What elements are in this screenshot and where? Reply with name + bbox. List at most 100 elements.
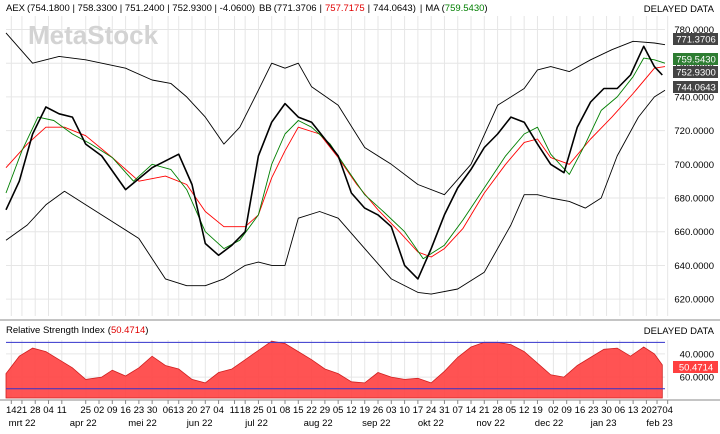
x-day-label: 10 [399, 405, 410, 416]
x-day-label: 27 [200, 405, 211, 416]
x-day-label: 31 [439, 405, 450, 416]
x-day-label: 13 [173, 405, 184, 416]
header-symbol: AEX [6, 3, 26, 14]
x-day-label: 14 [6, 405, 17, 416]
tag-bb-lower: 744.0643 [673, 81, 718, 94]
rsi-panel: 60.0000 40.0000 Relative Strength Index (5… [5, 325, 718, 399]
x-day-label: 16 [120, 405, 131, 416]
rsi-title: Relative Strength Index [6, 325, 105, 336]
x-month-label: mrt 22 [9, 418, 36, 429]
price-header: AEX (754.1800 | 758.3300 | 751.2400 | 752… [6, 3, 715, 15]
x-day-label: 04 [43, 405, 54, 416]
x-day-label: 23 [588, 405, 599, 416]
x-day-label: 12 [519, 405, 530, 416]
x-day-label: 11 [230, 405, 240, 416]
x-month-label: dec 22 [535, 418, 564, 429]
watermark: MetaStock [28, 20, 159, 50]
x-day-label: 07 [452, 405, 463, 416]
x-day-label: 30 [601, 405, 612, 416]
x-day-labels: 14 21 28 04 11 25 02 09 16 23 30 06 13 20 27 04 11 18 25 01… [6, 400, 673, 416]
x-day-label: 20 [187, 405, 198, 416]
rsi-levels [6, 341, 665, 390]
price-tick-label: 660.0000 [674, 227, 714, 238]
x-day-label: 25 [80, 405, 91, 416]
bb-upper-line [5, 32, 666, 196]
price-tick-label: 620.0000 [674, 295, 714, 306]
x-day-label: 17 [413, 405, 424, 416]
svg-text:AEX(754.1800 | 758.3300 | 751.: AEX (754.1800 | 758.3300 | 751.2400 | 752… [6, 3, 488, 14]
x-day-label: 28 [492, 405, 503, 416]
x-day-label: 26 [373, 405, 384, 416]
x-day-label: 16 [575, 405, 586, 416]
bb-lower-line [5, 89, 666, 295]
x-month-label: mei 22 [128, 418, 157, 429]
x-day-label: 02 [94, 405, 105, 416]
x-day-label: 05 [333, 405, 344, 416]
price-lines [5, 32, 666, 295]
x-month-label: apr 22 [70, 418, 97, 429]
tag-close: 752.9300 [673, 66, 718, 79]
x-day-label: 12 [346, 405, 357, 416]
x-month-labels: mrt 22 apr 22 mei 22 jun 22 jul 22 aug 22 sep … [9, 418, 673, 429]
rsi-fill [5, 340, 663, 399]
price-grid [6, 16, 669, 316]
rsi-area [5, 340, 663, 399]
x-day-label: 18 [240, 405, 251, 416]
x-day-label: 22 [306, 405, 317, 416]
x-month-label: jun 22 [186, 418, 213, 429]
header-ma-label: MA [425, 3, 440, 14]
x-day-label: 03 [386, 405, 397, 416]
delayed-data-main: DELAYED DATA [644, 4, 715, 15]
rsi-value: 50.4714 [111, 325, 145, 336]
tag-bb-upper-text: 771.3706 [676, 35, 716, 46]
delayed-data-rsi: DELAYED DATA [644, 326, 715, 337]
x-day-label: 30 [147, 405, 158, 416]
price-tick-label: 780.0000 [674, 25, 714, 36]
header-bb-label: BB [259, 3, 272, 14]
x-day-label: 06 [163, 405, 174, 416]
x-month-label: aug 22 [304, 418, 333, 429]
x-month-label: jul 22 [244, 418, 268, 429]
rsi-tick-label: 40.0000 [680, 349, 714, 360]
x-day-label: 11 [57, 405, 67, 416]
header-bb-mid: 757.7175 [325, 3, 365, 14]
x-month-label: feb 23 [646, 418, 672, 429]
x-day-label: 09 [561, 405, 572, 416]
price-tick-label: 700.0000 [674, 160, 714, 171]
x-day-label: 27 [652, 405, 663, 416]
x-day-label: 29 [320, 405, 331, 416]
price-panel: 620.0000 640.0000 660.0000 680.0000 700.0000… [5, 3, 718, 316]
bb-middle-line [5, 66, 666, 258]
x-day-label: 13 [628, 405, 639, 416]
rsi-tick-label: 60.0000 [680, 373, 714, 384]
x-day-label: 21 [479, 405, 490, 416]
header-bb-lower: 744.0643 [373, 3, 413, 14]
x-day-label: 21 [17, 405, 28, 416]
price-tags: 771.3706 759.5430 752.9300 744.0643 [673, 33, 718, 94]
header-ohlc: (754.1800 | 758.3300 | 751.2400 | 752.93… [27, 3, 255, 14]
x-day-label: 09 [107, 405, 118, 416]
price-tick-label: 740.0000 [674, 92, 714, 103]
x-month-label: jan 23 [590, 418, 617, 429]
x-day-label: 01 [266, 405, 277, 416]
rsi-axis-ticks: 60.0000 40.0000 [680, 349, 714, 383]
x-day-label: 06 [615, 405, 626, 416]
x-day-label: 20 [641, 405, 652, 416]
header-bb-upper: 771.3706 [277, 3, 317, 14]
rsi-tag-text: 50.4714 [679, 363, 713, 374]
x-day-label: 19 [532, 405, 543, 416]
x-day-label: 19 [359, 405, 370, 416]
price-tick-label: 680.0000 [674, 194, 714, 205]
x-month-label: okt 22 [418, 418, 444, 429]
x-day-label: 25 [253, 405, 264, 416]
x-day-label: 08 [280, 405, 291, 416]
tag-bb-upper: 771.3706 [673, 33, 718, 46]
x-month-label: sep 22 [362, 418, 391, 429]
x-day-label: 05 [506, 405, 517, 416]
rsi-header: Relative Strength Index (50.4714) [6, 325, 148, 336]
x-day-label: 24 [426, 405, 437, 416]
price-line [5, 45, 663, 280]
x-day-label: 23 [134, 405, 145, 416]
